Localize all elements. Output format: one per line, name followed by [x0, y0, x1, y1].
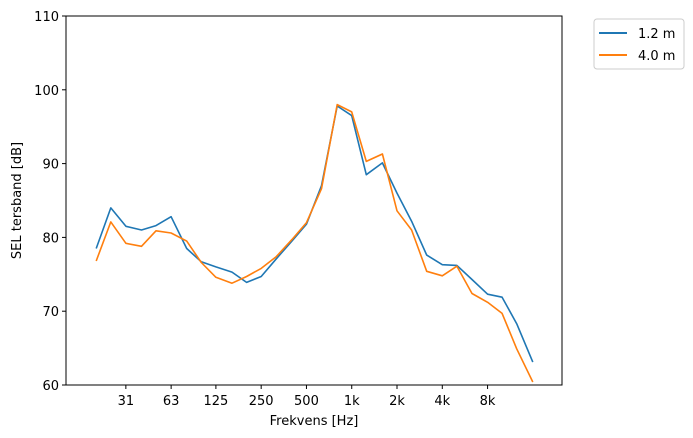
plot-frame	[65, 15, 563, 386]
x-ticks: 31 63 125 250 500 1k 2k 4k 8k	[118, 385, 496, 409]
legend-label-4-0m: 4.0 m	[638, 49, 675, 64]
y-tick-label: 80	[42, 231, 59, 246]
y-tick-label: 70	[42, 305, 59, 320]
y-tick-label: 110	[34, 10, 59, 25]
plot-area	[66, 16, 562, 385]
x-tick-label: 1k	[344, 394, 360, 409]
series-lines	[95, 103, 534, 383]
legend: 1.2 m 4.0 m	[593, 18, 685, 70]
x-tick-label: 2k	[389, 394, 405, 409]
y-tick-label: 100	[34, 84, 59, 99]
y-ticks: 60 70 80 90 100 110	[34, 10, 66, 394]
x-tick-label: 4k	[434, 394, 450, 409]
y-tick-label: 60	[42, 379, 59, 394]
x-tick-label: 31	[118, 394, 135, 409]
x-tick-label: 125	[203, 394, 228, 409]
x-tick-label: 250	[249, 394, 274, 409]
x-tick-label: 63	[163, 394, 180, 409]
x-tick-label: 8k	[480, 394, 496, 409]
x-axis-label: Frekvens [Hz]	[270, 414, 359, 429]
legend-box	[593, 18, 685, 70]
y-axis-label: SEL tersband [dB]	[10, 142, 25, 259]
series-line-2	[95, 103, 534, 383]
y-tick-label: 90	[42, 158, 59, 173]
x-tick-label: 500	[294, 394, 319, 409]
legend-label-1-2m: 1.2 m	[638, 27, 675, 42]
